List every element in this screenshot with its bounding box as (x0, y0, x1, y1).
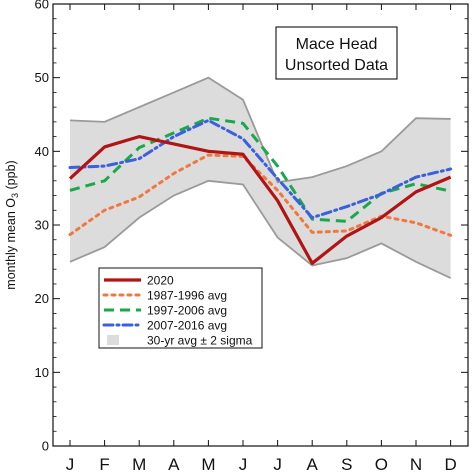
y-tick-label-30: 30 (35, 218, 49, 233)
x-tick-label-9: O (375, 455, 388, 474)
x-tick-label-4: M (201, 455, 215, 474)
y-axis-title: monthly mean O3 (ppb) (4, 160, 20, 289)
x-tick-label-2: M (132, 455, 146, 474)
legend-label-2020: 2020 (147, 273, 174, 287)
y-tick-label-20: 20 (35, 291, 49, 306)
series-line-1987-1996-avg (68, 153, 453, 237)
x-tick-label-1: F (99, 455, 109, 474)
y-tick-label-60: 60 (35, 0, 49, 12)
chart-title-line-2: Unsorted Data (285, 57, 388, 74)
title-box: Mace Head Unsorted Data (275, 26, 398, 80)
y-axis-title-subscript: 3 (10, 193, 20, 198)
x-tick-label-11: D (444, 455, 456, 474)
series-layer (68, 116, 453, 265)
chart-title-line-1: Mace Head (296, 36, 378, 53)
y-tick-label-10: 10 (35, 365, 49, 380)
y-tick-label-0: 0 (42, 439, 49, 454)
legend-label-1997-2006-avg: 1997-2006 avg (147, 303, 227, 317)
x-tick-label-0: J (66, 455, 75, 474)
x-tick-label-6: J (273, 455, 282, 474)
legend-label-sigma-band: 30-yr avg ± 2 sigma (147, 333, 253, 347)
x-tick-label-7: A (307, 455, 319, 474)
legend-swatch-sigma-band (107, 335, 119, 345)
y-tick-label-40: 40 (35, 144, 49, 159)
legend-label-1987-1996-avg: 1987-1996 avg (147, 288, 227, 302)
title-box-frame (275, 26, 398, 80)
x-tick-label-10: N (410, 455, 422, 474)
axis-ticks: 0 10 20 30 40 50 60 J F M A M J J A S O N D (35, 0, 468, 474)
x-tick-label-5: J (239, 455, 248, 474)
series-line-2007-2016-avg (68, 118, 453, 220)
sigma-band-lower-edge (69, 179, 451, 279)
y-axis-title-main: monthly mean O (4, 198, 18, 290)
y-axis-title-unit: (ppb) (4, 160, 18, 193)
y-tick-label-50: 50 (35, 70, 49, 85)
x-tick-label-8: S (341, 455, 352, 474)
series-line-2020 (68, 135, 452, 265)
sigma-band-upper-edge (69, 76, 451, 184)
legend-label-2007-2016-avg: 2007-2016 avg (147, 318, 227, 332)
x-tick-label-3: A (168, 455, 180, 474)
